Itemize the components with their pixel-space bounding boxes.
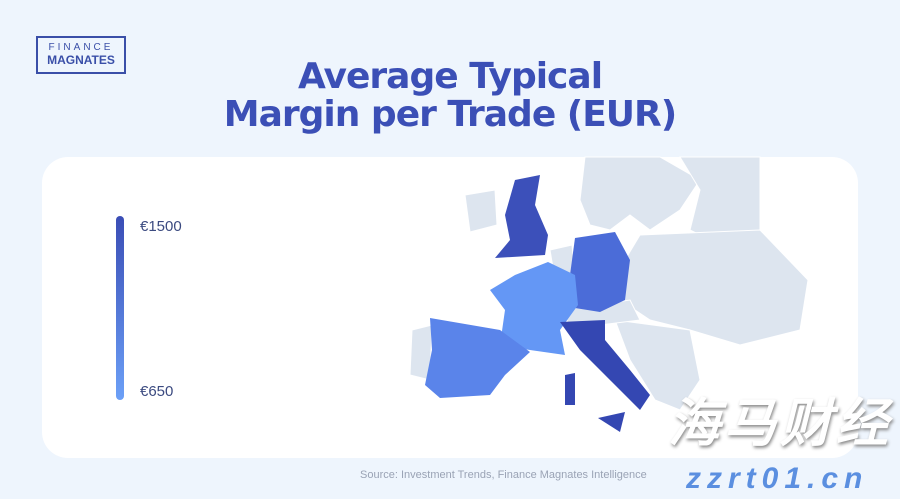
source-note: Source: Investment Trends, Finance Magna… <box>360 469 647 481</box>
watermark-url: zzrt01.cn <box>686 462 869 495</box>
ireland <box>464 189 498 233</box>
title-line1: Average Typical <box>297 56 603 97</box>
sicily <box>598 412 625 432</box>
finance-magnates-logo: FINANCE MAGNATES <box>36 36 126 74</box>
scandinavia <box>579 156 701 231</box>
legend-max-label: €1500 <box>140 218 182 235</box>
balkans <box>614 319 701 411</box>
country-france <box>490 262 578 355</box>
legend-gradient-bar <box>116 216 124 400</box>
logo-line2: MAGNATES <box>47 53 115 67</box>
watermark-text: 海马财经 <box>668 395 893 453</box>
page-title: Average Typical Margin per Trade (EUR) <box>0 58 900 134</box>
legend-min-label: €650 <box>140 383 174 400</box>
country-spain <box>425 318 530 398</box>
title-line2: Margin per Trade (EUR) <box>223 94 677 135</box>
sardinia <box>565 373 575 405</box>
logo-line1: FINANCE <box>48 42 114 53</box>
country-united-kingdom <box>495 175 548 258</box>
country-italy <box>560 320 650 410</box>
country-germany <box>570 232 630 312</box>
